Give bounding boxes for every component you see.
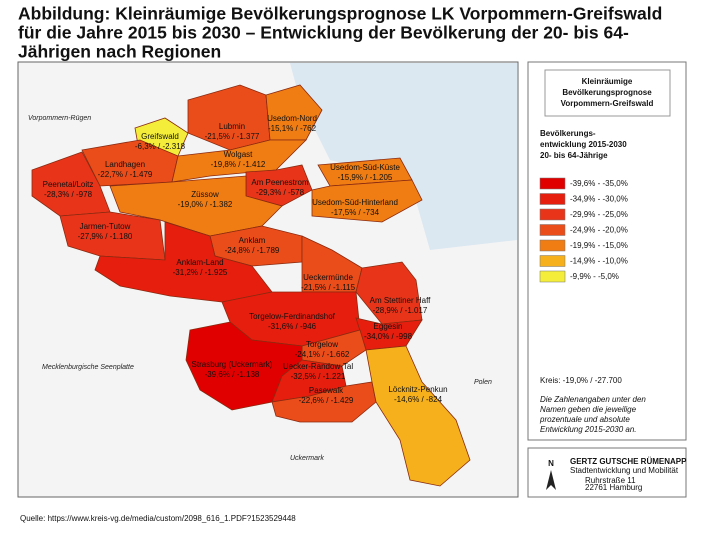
region [171,139,307,183]
title-line: für die Jahre 2015 bis 2030 – Entwicklun… [18,23,629,43]
legend-label: -29,9% - -25,0% [570,210,628,219]
region-name: Torgelow-Ferdinandshof [249,312,336,321]
region-value: -34,0% / -998 [364,332,413,341]
legend-note: Entwicklung 2015-2030 an. [540,425,637,434]
legend-swatch [539,208,566,221]
legend-subtitle: 20- bis 64-Jährige [540,151,608,160]
legend-note: Namen geben die jeweilige [540,405,637,414]
region [265,84,323,141]
neighbor-label: Mecklenburgische Seenplatte [42,364,134,371]
region-value: -19,0% / -1.382 [178,200,233,209]
region-value: -17,5% / -734 [331,208,380,217]
legend-title-box [544,69,671,117]
legend-label: -19,9% - -15,0% [570,241,628,250]
district-total: Kreis: -19,0% / -27.700 [540,376,622,385]
region-name: Am Stettiner Haff [370,296,432,305]
neighbor-label: Polen [474,379,492,386]
legend-title: Bevölkerungsprognose [562,88,652,97]
region-name: Torgelow [306,340,338,349]
region-name: Anklam [239,236,266,245]
logo-address: 22761 Hamburg [585,483,642,492]
neighbor-label: Vorpommern-Rügen [28,115,91,122]
legend-swatch [539,255,566,267]
legend-label: -34,9% - -30,0% [570,195,628,204]
region-name: Uecker-Randow-Tal [283,362,353,371]
region-value: -21,5% / -1.115 [301,283,356,292]
logo-tagline: Stadtentwicklung und Mobilität [570,466,679,475]
region-name: Usedom-Süd-Hinterland [312,198,398,207]
region-value: -14,6% / -824 [394,395,443,404]
region [311,179,423,223]
logo-company: GERTZ GUTSCHE RÜMENAPP [570,457,687,466]
legend-swatch [539,239,566,252]
region-value: -22,6% / -1.429 [299,396,354,405]
region-name: Peenetal/Loitz [43,180,94,189]
region-name: Eggesin [374,322,403,331]
source: Quelle: https://www.kreis-vg.de/media/cu… [20,514,296,523]
region-value: -15,1% / -762 [268,124,317,133]
region-value: -32,5% / -1.221 [291,372,346,381]
region-name: Lubmin [219,122,245,131]
region-value: -21,5% / -1.377 [205,132,260,141]
legend-label: -39,6% - -35,0% [570,179,628,188]
legend-title: Vorpommern-Greifswald [561,99,654,108]
legend-label: -9,9% - -5,0% [570,272,619,281]
region-value: -22,7% / -1.479 [98,170,153,179]
region-value: -28,9% / -1.017 [373,306,428,315]
legend-subtitle: Bevölkerungs- [540,129,596,138]
region-value: -29,3% / -578 [256,188,305,197]
region [109,175,283,237]
legend-swatch [539,177,566,190]
legend-swatch [539,270,566,283]
region-name: Löcknitz-Penkun [388,385,447,394]
region-name: Usedom-Nord [267,114,317,123]
region-value: -24,1% / -1.662 [295,350,350,359]
region-name: Anklam-Land [176,258,223,267]
region-name: Greifswald [141,132,179,141]
region-name: Wolgast [224,150,254,159]
region-name: Strasburg (Uckermark) [192,360,273,369]
legend-label: -24,9% - -20,0% [570,226,628,235]
title-line: Abbildung: Kleinräumige Bevölkerungsprog… [18,4,662,24]
region-value: -39,6% / -1.138 [205,370,260,379]
region-name: Usedom-Süd-Küste [330,163,400,172]
region-name: Pasewalk [309,386,344,395]
legend-note: prozentuale und absolute [539,415,630,424]
neighbor-label: Uckermark [290,455,324,462]
logo-address: Ruhrstraße 11 [585,476,636,485]
region-name: Züssow [191,190,219,199]
region-value: -31,6% / -946 [268,322,317,331]
north-label: N [548,459,554,468]
region [365,345,471,487]
region-value: -19,8% / -1.412 [211,160,266,169]
water [290,63,517,250]
region-name: Am Peenestrom [251,178,309,187]
region-name: Ueckermünde [303,273,353,282]
region-value: -24,8% / -1.789 [225,246,280,255]
legend-swatch [539,193,566,205]
region-name: Landhagen [105,160,145,169]
region-value: -28,3% / -978 [44,190,93,199]
logo-box [527,447,687,498]
region [94,221,273,303]
legend-label: -14,9% - -10,0% [570,257,628,266]
region-name: Jarmen-Tutow [80,222,131,231]
legend-note: Die Zahlenangaben unter den [540,395,646,404]
legend-title: Kleinräumige [582,77,633,86]
north-arrow [546,470,556,490]
title-line: Jährigen nach Regionen [18,42,221,62]
region-value: -6,3% / -2.318 [135,142,186,151]
region-value: -31,2% / -1.925 [173,268,228,277]
legend-subtitle: entwicklung 2015-2030 [540,140,627,149]
legend-swatch [539,224,566,236]
region-value: -27,9% / -1.180 [78,232,133,241]
region-value: -15,9% / -1.205 [338,173,393,182]
